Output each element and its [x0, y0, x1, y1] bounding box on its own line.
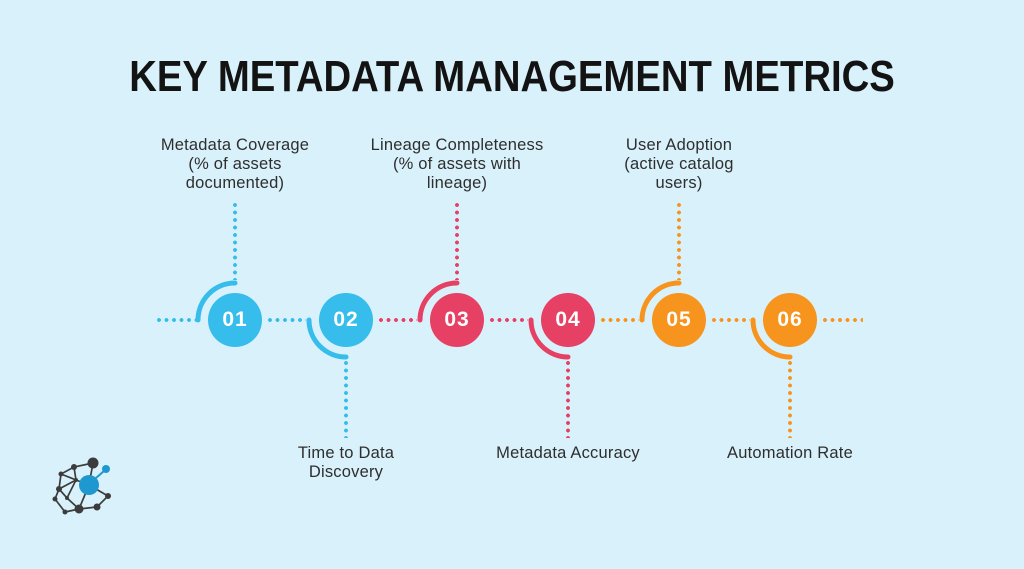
label-line: Metadata Accuracy: [496, 444, 640, 462]
label-line: lineage): [426, 174, 488, 192]
arc-05: [639, 280, 682, 323]
connector-vertical-05: [677, 203, 681, 280]
timeline-node-05: 05: [652, 293, 706, 347]
arc-06: [750, 317, 793, 360]
label-line: (% of assets: [188, 155, 282, 173]
connector-vertical-06: [788, 361, 792, 438]
node-number: 06: [777, 308, 803, 331]
timeline-node-02: 02: [319, 293, 373, 347]
page-title: KEY METADATA MANAGEMENT METRICS: [129, 52, 895, 101]
connector-vertical-01: [233, 203, 237, 280]
label-line: users): [655, 174, 703, 192]
network-graph-logo-icon: [52, 457, 111, 515]
node-number: 01: [222, 308, 248, 331]
timeline-dots-segment: [157, 318, 197, 322]
label-time-to-data-discovery: Time to Data Discovery: [226, 444, 466, 482]
label-user-adoption: User Adoption (active catalog users): [559, 136, 799, 193]
label-line: (active catalog: [624, 155, 734, 173]
label-line: (% of assets with: [392, 155, 522, 173]
label-metadata-coverage: Metadata Coverage (% of assets documente…: [115, 136, 355, 193]
title-wrap: KEY METADATA MANAGEMENT METRICS: [0, 52, 1024, 102]
timeline-dots-segment: [712, 318, 750, 322]
timeline-dots-segment: [823, 318, 863, 322]
label-line: User Adoption: [625, 136, 733, 154]
label-line: Discovery: [308, 463, 384, 481]
timeline-dots-segment: [268, 318, 306, 322]
node-number: 05: [666, 308, 692, 331]
timeline-dots-segment: [379, 318, 417, 322]
arc-03: [417, 280, 460, 323]
arc-01: [195, 280, 238, 323]
timeline-node-01: 01: [208, 293, 262, 347]
connector-vertical-02: [344, 361, 348, 438]
timeline-node-03: 03: [430, 293, 484, 347]
arc-02: [306, 317, 349, 360]
label-lineage-completeness: Lineage Completeness (% of assets with l…: [337, 136, 577, 193]
label-automation-rate: Automation Rate: [670, 444, 910, 463]
timeline-node-06: 06: [763, 293, 817, 347]
node-number: 02: [333, 308, 359, 331]
node-number: 04: [555, 308, 581, 331]
timeline-dots-segment: [601, 318, 639, 322]
label-metadata-accuracy: Metadata Accuracy: [448, 444, 688, 463]
node-number: 03: [444, 308, 470, 331]
label-line: Metadata Coverage: [160, 136, 310, 154]
label-line: Time to Data: [297, 444, 395, 462]
label-line: documented): [185, 174, 285, 192]
timeline-node-04: 04: [541, 293, 595, 347]
connector-vertical-04: [566, 361, 570, 438]
label-line: Lineage Completeness: [370, 136, 544, 154]
arc-04: [528, 317, 571, 360]
label-line: Automation Rate: [727, 444, 853, 462]
connector-vertical-03: [455, 203, 459, 280]
timeline-dots-segment: [490, 318, 528, 322]
